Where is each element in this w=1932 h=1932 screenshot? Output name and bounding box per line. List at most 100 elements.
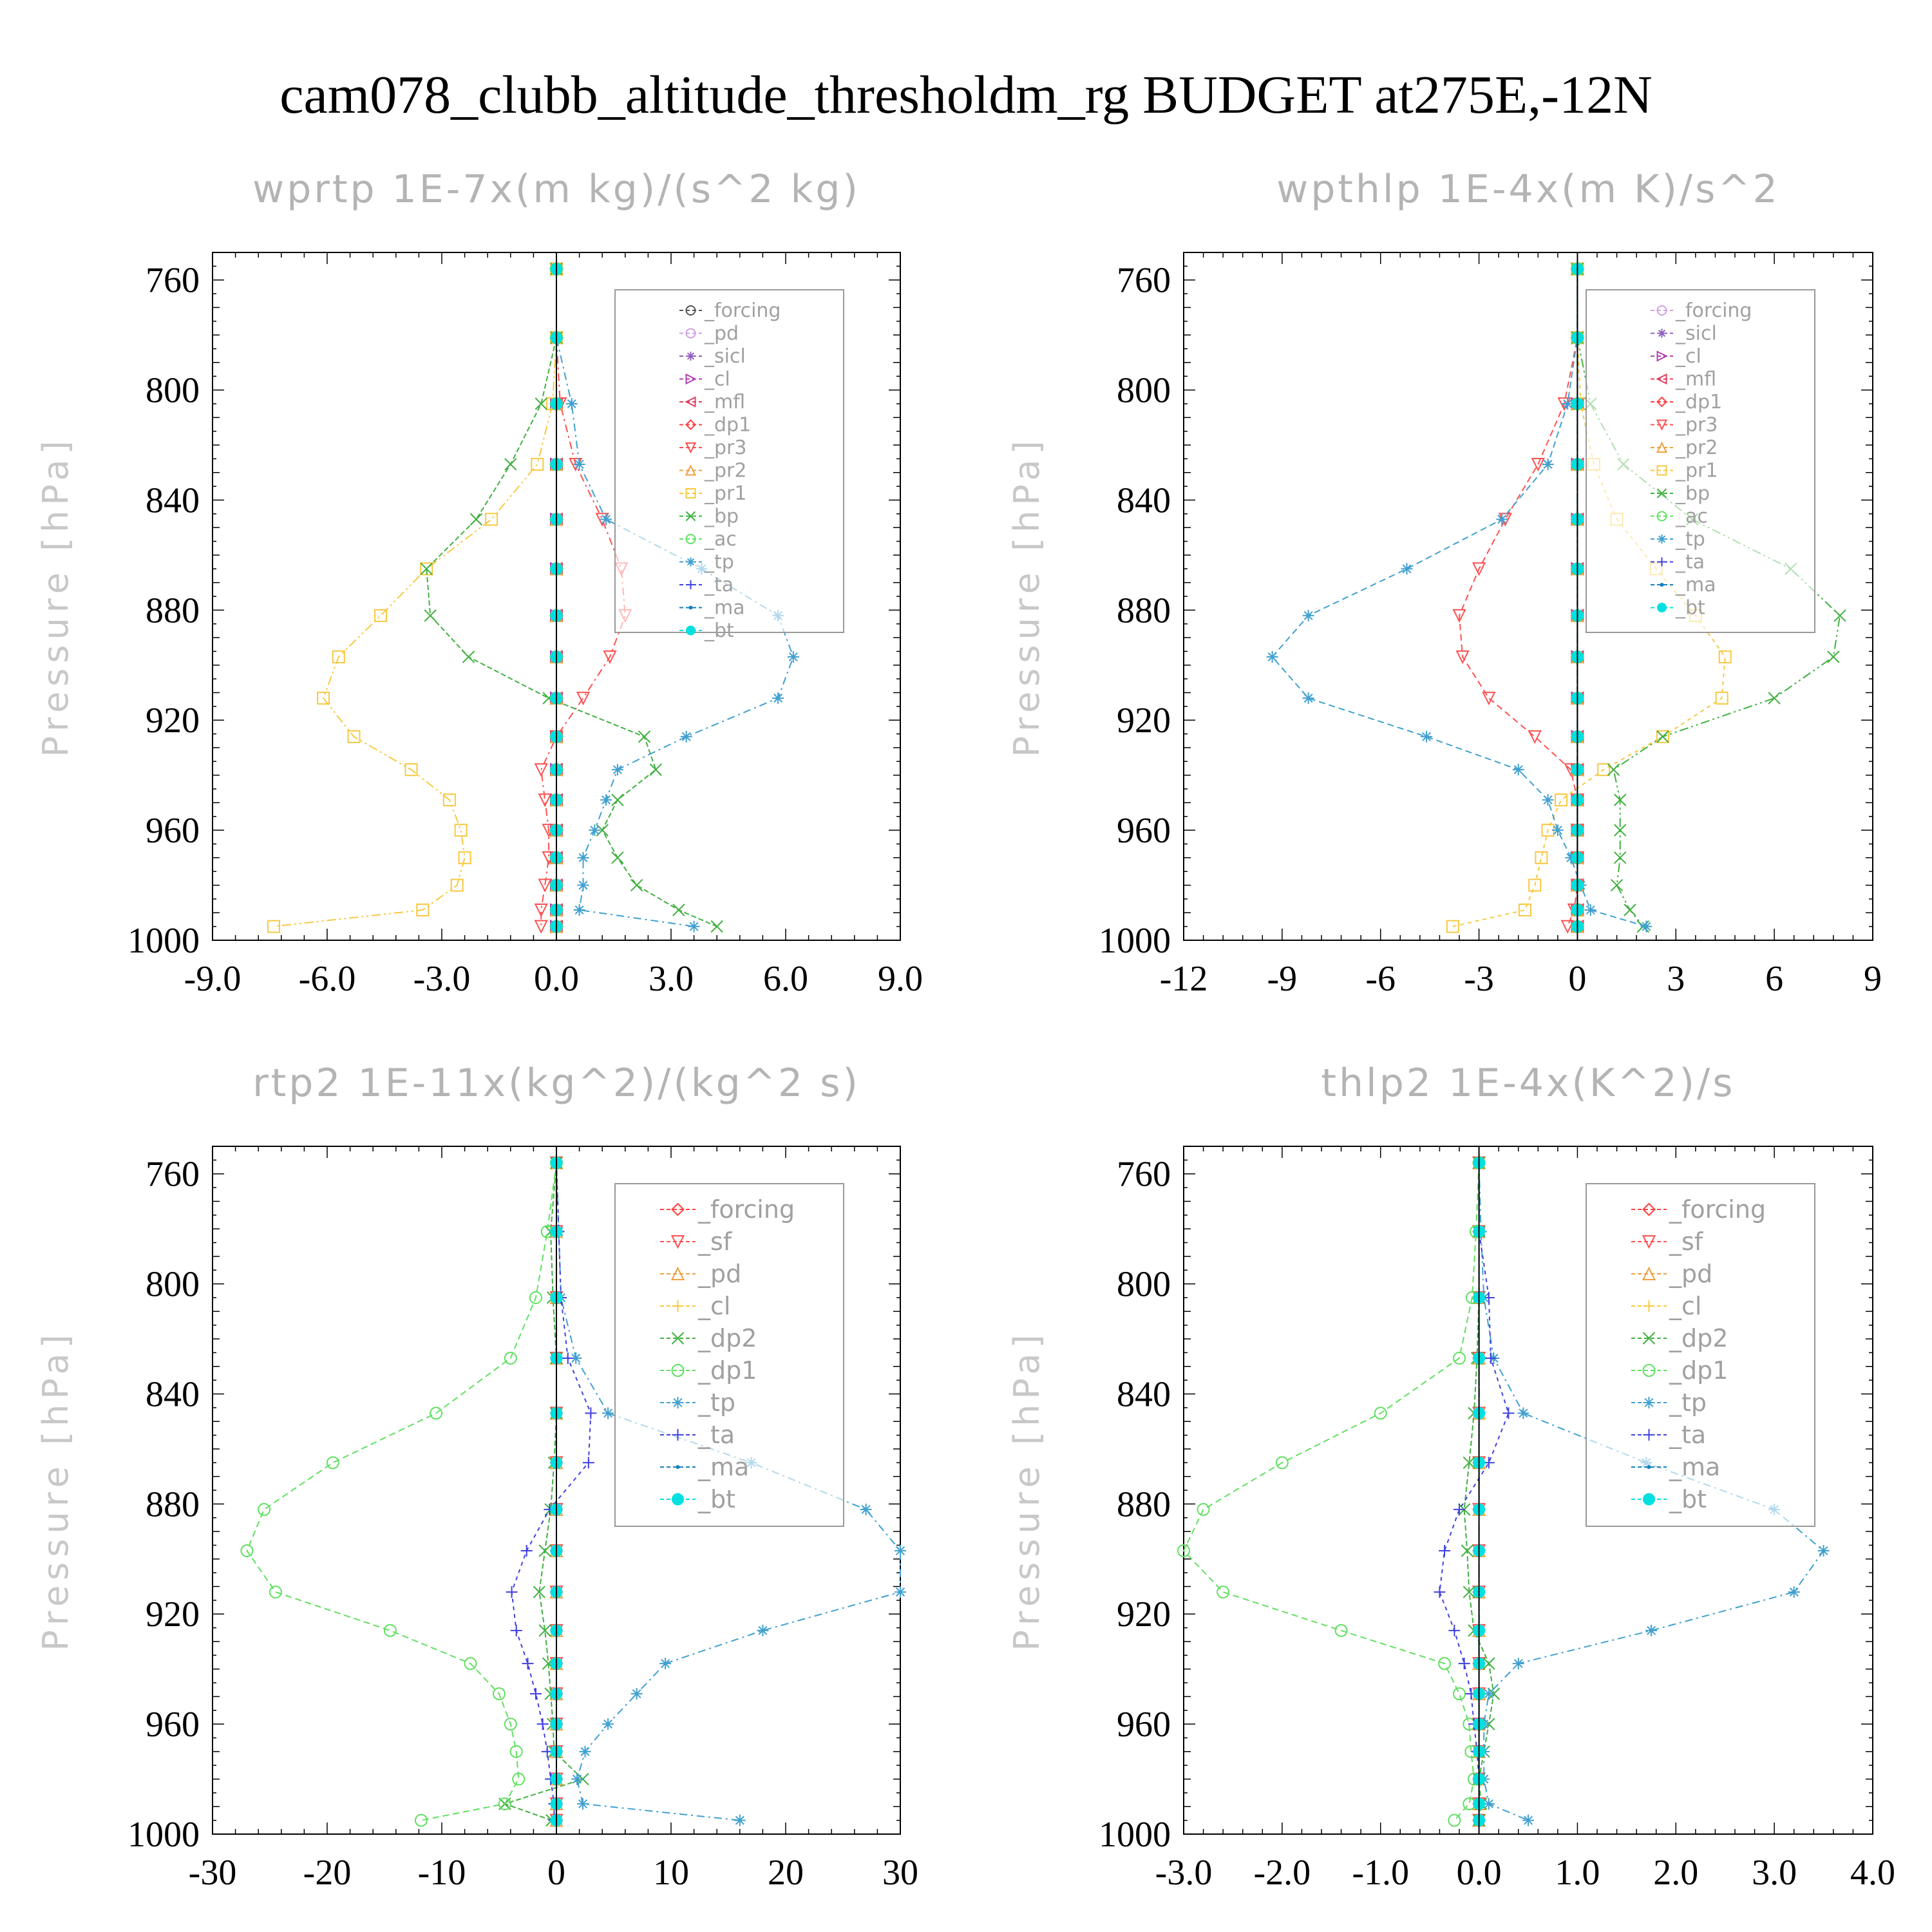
- data-point: [685, 511, 696, 522]
- legend-label: _ma: [697, 1453, 749, 1481]
- legend-label: _pr3: [704, 437, 746, 459]
- legend-label: _dp2: [697, 1324, 757, 1352]
- y-tick-label: 960: [146, 811, 200, 851]
- data-point: [1434, 1586, 1446, 1598]
- x-tick-label: -10: [418, 1853, 466, 1893]
- legend-label: _tp: [697, 1388, 735, 1417]
- data-point: [1656, 488, 1667, 498]
- data-point: [685, 464, 697, 476]
- data-point: [1551, 824, 1564, 837]
- data-point: [374, 609, 388, 622]
- y-tick-label: 1000: [1099, 1815, 1171, 1855]
- data-point: [659, 1658, 672, 1670]
- legend-label: _ta: [704, 574, 734, 596]
- data-point: [1640, 920, 1653, 933]
- data-point: [520, 1544, 533, 1557]
- data-point: [1458, 1658, 1470, 1670]
- data-point: [1512, 764, 1524, 776]
- data-point: [538, 878, 552, 893]
- data-point: [512, 1772, 526, 1786]
- y-tick-label: 840: [1117, 480, 1171, 520]
- data-point: [1452, 609, 1466, 623]
- series-line: [1478, 1162, 1824, 1821]
- data-point: [672, 1300, 684, 1312]
- data-point: [1374, 1406, 1387, 1420]
- data-point: [630, 1688, 643, 1700]
- data-point: [1715, 692, 1728, 705]
- data-point: [504, 1351, 517, 1365]
- data-point: [1438, 1657, 1452, 1671]
- data-point: [1302, 692, 1314, 705]
- data-point: [686, 557, 696, 567]
- legend-box: [1586, 1183, 1815, 1527]
- data-point: [1768, 692, 1781, 705]
- legend-label: _mfl: [704, 391, 745, 413]
- x-tick-label: 3.0: [1752, 1853, 1797, 1893]
- legend: _forcing_pd_sicl_cl_mfl_dp1_pr3_pr2_pr1_…: [614, 289, 844, 642]
- data-point: [1535, 851, 1548, 864]
- data-point: [603, 650, 617, 665]
- series-line: [1182, 1162, 1480, 1821]
- legend-label: _ma: [704, 597, 745, 620]
- data-point: [1484, 1352, 1497, 1364]
- series-dp2: [498, 1156, 589, 1827]
- data-point: [420, 562, 433, 575]
- data-point: [576, 1798, 589, 1810]
- y-tick-label: 1000: [128, 921, 200, 961]
- data-point: [534, 920, 548, 934]
- data-point: [430, 1406, 443, 1420]
- data-point: [1565, 851, 1577, 864]
- data-point: [1302, 609, 1314, 621]
- data-point: [1657, 603, 1667, 612]
- data-point: [1217, 1586, 1230, 1599]
- data-point: [573, 458, 585, 470]
- data-point: [670, 1266, 685, 1280]
- legend: _forcing _sf _pd _cl _dp2 _dp1 _tp _ta _ma _bt: [614, 1183, 844, 1527]
- legend-label: _dp2: [1669, 1324, 1728, 1352]
- data-point: [611, 764, 623, 776]
- y-tick-label: 800: [1117, 1265, 1171, 1305]
- data-point: [267, 920, 280, 933]
- data-point: [1642, 1364, 1656, 1377]
- data-point: [1439, 1544, 1451, 1557]
- data-point: [565, 397, 578, 410]
- data-point: [787, 650, 799, 663]
- legend-label: _cl: [1669, 1292, 1701, 1320]
- data-point: [611, 793, 624, 806]
- data-point: [577, 879, 589, 891]
- data-point: [1401, 563, 1413, 575]
- figure-title: cam078_clubb_altitude_thresholdm_rg BUDG…: [279, 65, 1653, 125]
- y-tick-label: 880: [146, 1484, 200, 1524]
- legend-label: _cl: [704, 368, 730, 391]
- x-tick-label: 9: [1864, 959, 1882, 999]
- data-point: [1502, 1407, 1515, 1419]
- data-point: [529, 1291, 542, 1304]
- data-point: [1607, 763, 1620, 776]
- x-tick-label: 20: [768, 1853, 804, 1893]
- legend-label: _ta: [1675, 551, 1705, 574]
- data-point: [504, 458, 517, 471]
- data-point: [685, 534, 696, 544]
- x-tick-label: 4.0: [1850, 1853, 1895, 1893]
- data-point: [562, 1352, 574, 1364]
- series-pr3: [1452, 262, 1585, 934]
- data-point: [1453, 1687, 1466, 1701]
- chart-panel-4: thlp2 1E-4x(K^2)/s Pressure [hPa] 760 800 84…: [1007, 1061, 1895, 1893]
- data-point: [1643, 1493, 1655, 1506]
- data-point: [577, 851, 589, 864]
- data-point: [570, 1352, 582, 1364]
- x-tick-label: 0.0: [1457, 1853, 1502, 1893]
- x-tick-label: 30: [882, 1853, 918, 1893]
- data-point: [1597, 763, 1611, 777]
- data-point: [672, 904, 685, 916]
- legend-box: [1586, 289, 1815, 633]
- data-point: [1610, 878, 1624, 892]
- data-point: [464, 1657, 477, 1671]
- data-point: [1518, 904, 1531, 917]
- data-point: [1656, 419, 1668, 431]
- data-point: [533, 1586, 546, 1598]
- series-line: [540, 269, 626, 927]
- legend-label: _ta: [1669, 1421, 1706, 1449]
- data-point: [611, 851, 624, 864]
- data-point: [522, 1658, 534, 1670]
